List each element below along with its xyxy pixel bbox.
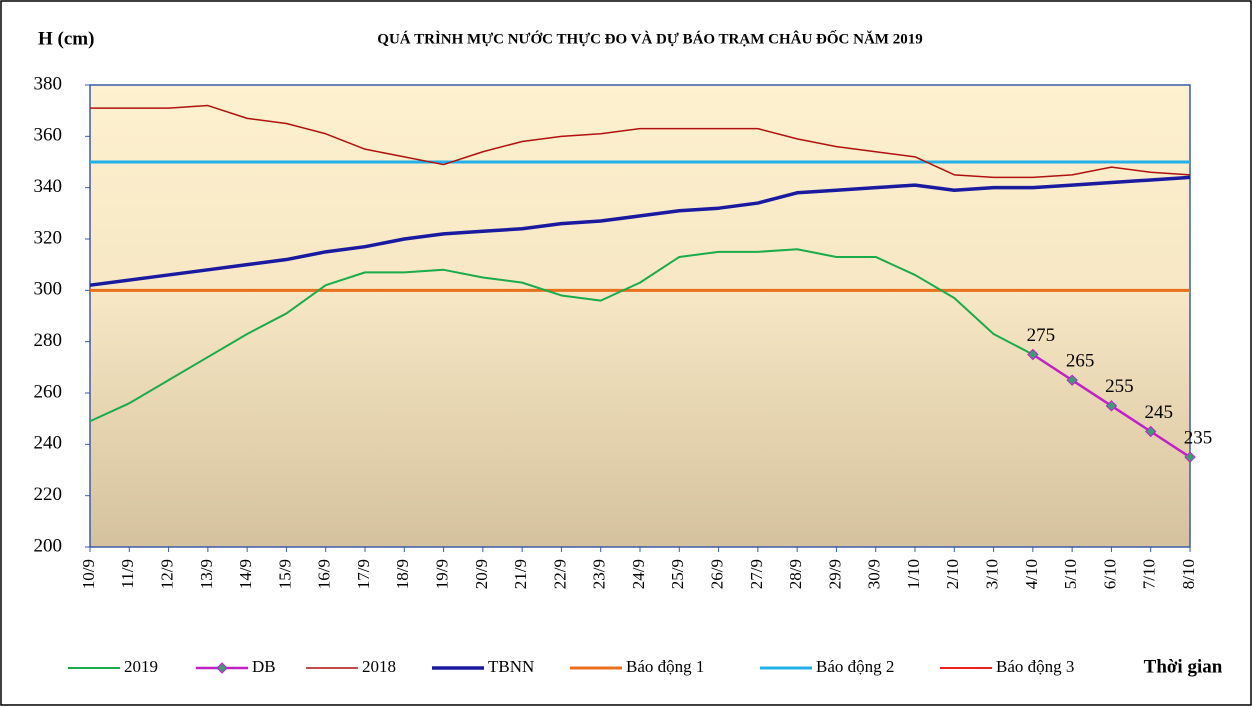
x-tick-label: 7/10 xyxy=(1140,559,1159,589)
x-tick-label: 19/9 xyxy=(432,559,451,589)
legend-label: DB xyxy=(252,657,276,676)
x-tick-label: 24/9 xyxy=(629,559,648,589)
legend-label: 2019 xyxy=(124,657,158,676)
x-tick-label: 20/9 xyxy=(472,559,491,589)
legend-marker xyxy=(216,662,228,674)
x-tick-label: 21/9 xyxy=(511,559,530,589)
x-tick-label: 3/10 xyxy=(982,559,1001,589)
x-tick-label: 27/9 xyxy=(747,559,766,589)
data-label: 245 xyxy=(1144,402,1173,423)
x-tick-label: 30/9 xyxy=(865,559,884,589)
data-point xyxy=(1184,451,1196,463)
y-tick-label: 340 xyxy=(34,176,63,197)
y-tick-label: 320 xyxy=(34,227,63,248)
x-tick-label: 16/9 xyxy=(315,559,334,589)
data-label: 275 xyxy=(1027,325,1056,346)
x-tick-label: 5/10 xyxy=(1061,559,1080,589)
x-tick-label: 18/9 xyxy=(393,559,412,589)
y-tick-label: 300 xyxy=(34,279,63,300)
plot-area xyxy=(89,84,1191,548)
x-tick-label: 12/9 xyxy=(157,559,176,589)
chart-title: QUÁ TRÌNH MỰC NƯỚC THỰC ĐO VÀ DỰ BÁO TRẠ… xyxy=(377,29,922,47)
data-label: 265 xyxy=(1066,351,1095,372)
legend-label: 2018 xyxy=(362,657,396,676)
x-tick-label: 22/9 xyxy=(550,559,569,589)
legend-label: Báo động 1 xyxy=(626,657,704,676)
y-tick-label: 360 xyxy=(34,125,63,146)
data-label: 235 xyxy=(1184,428,1213,449)
x-tick-label: 17/9 xyxy=(354,559,373,589)
data-point xyxy=(1105,400,1118,412)
legend-label: Báo động 2 xyxy=(816,657,894,676)
x-tick-label: 26/9 xyxy=(707,559,726,589)
x-tick-label: 14/9 xyxy=(236,559,255,589)
series-line xyxy=(89,248,1034,423)
x-tick-label: 2/10 xyxy=(943,559,962,589)
x-tick-label: 8/10 xyxy=(1179,559,1198,589)
y-tick-label: 200 xyxy=(34,535,63,556)
series-line xyxy=(89,175,1191,287)
x-tick-label: 10/9 xyxy=(79,559,98,589)
y-axis-label: H (cm) xyxy=(38,28,94,49)
series-line xyxy=(90,104,1191,179)
x-tick-label: 25/9 xyxy=(668,559,687,589)
x-axis-label: Thời gian xyxy=(1144,656,1223,677)
x-tick-label: 4/10 xyxy=(1022,559,1041,589)
y-tick-label: 260 xyxy=(34,381,63,402)
x-tick-label: 6/10 xyxy=(1100,559,1119,589)
data-point xyxy=(1027,348,1039,361)
y-tick-label: 220 xyxy=(34,484,63,505)
x-tick-label: 15/9 xyxy=(275,559,294,589)
data-point xyxy=(1066,374,1078,386)
y-tick-label: 380 xyxy=(34,73,63,94)
x-tick-label: 13/9 xyxy=(197,559,216,589)
x-tick-label: 28/9 xyxy=(786,559,805,589)
x-tick-label: 29/9 xyxy=(825,559,844,589)
data-label: 255 xyxy=(1105,376,1134,397)
data-point xyxy=(1145,425,1157,438)
x-tick-label: 11/9 xyxy=(118,559,137,589)
y-tick-label: 240 xyxy=(34,433,63,454)
legend-label: Báo động 3 xyxy=(996,657,1074,676)
x-tick-label: 1/10 xyxy=(904,559,923,589)
legend-label: TBNN xyxy=(488,657,534,676)
y-tick-label: 280 xyxy=(34,330,63,351)
x-tick-label: 23/9 xyxy=(590,559,609,589)
